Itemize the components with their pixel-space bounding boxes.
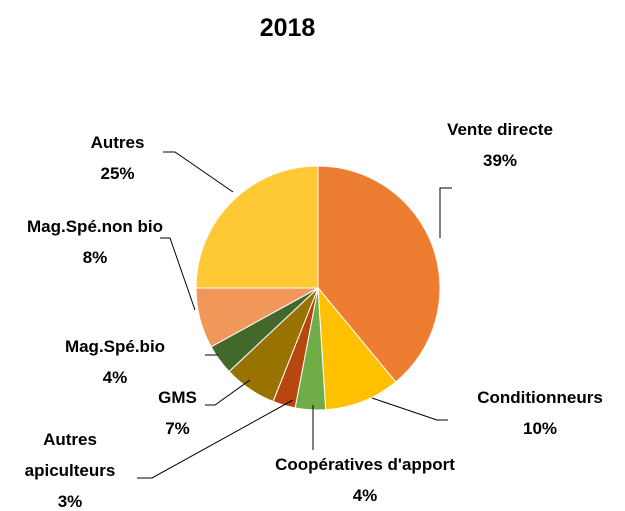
label-name: Mag.Spé.bio [64,337,166,356]
label-name: Coopératives d'apport [275,455,455,474]
leader-line [137,399,294,479]
data-label: Autres apiculteurs 3% [0,424,140,511]
label-name: Conditionneurs [477,388,603,407]
label-value: 39% [482,151,518,170]
data-label: Coopératives d'apport 4% [230,449,500,511]
label-name: Autres apiculteurs [24,430,116,480]
label-value: 25% [100,164,135,183]
label-value: 4% [102,368,128,387]
pie-slice [317,165,441,383]
label-name: Vente directe [447,120,553,139]
data-label: Conditionneurs 10% [440,382,625,444]
leader-line [371,397,448,421]
leader-line [205,379,251,406]
data-label: GMS 7% [150,382,205,444]
leader-line [163,151,234,193]
leader-line [439,187,452,238]
label-value: 7% [165,419,190,438]
label-name: Autres [90,133,145,152]
label-name: Mag.Spé.non bio [27,217,163,236]
chart-title: 2018 [259,14,316,42]
label-value: 4% [352,486,378,505]
data-label: Mag.Spé.non bio 8% [10,211,180,273]
label-value: 8% [82,248,108,267]
label-name: GMS [158,388,197,407]
pie-slice [195,165,319,289]
pie-slice [317,286,397,411]
leader-line [160,237,196,311]
label-value: 10% [522,419,558,438]
label-value: 3% [57,492,83,511]
data-label: Autres 25% [60,127,175,189]
data-label: Vente directe 39% [420,114,580,176]
data-label: Mag.Spé.bio 4% [40,331,190,393]
